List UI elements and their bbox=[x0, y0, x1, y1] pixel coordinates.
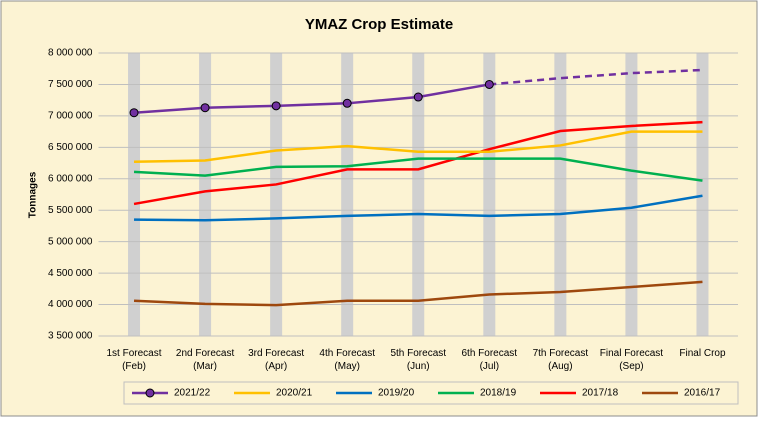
y-axis-label: Tonnages bbox=[28, 171, 39, 218]
legend-label: 2020/21 bbox=[276, 388, 313, 399]
category-column bbox=[483, 53, 496, 336]
series-line bbox=[134, 194, 703, 222]
category-column bbox=[128, 53, 141, 336]
series-line bbox=[133, 83, 490, 114]
y-tick-label: 7 000 000 bbox=[48, 111, 93, 122]
y-tick-label: 7 500 000 bbox=[48, 79, 93, 90]
legend-label: 2021/22 bbox=[174, 388, 211, 399]
category-column bbox=[270, 53, 283, 336]
x-tick-label: 4th Forecast (May) bbox=[319, 348, 375, 372]
category-column bbox=[696, 53, 709, 336]
legend-label: 2019/20 bbox=[378, 388, 415, 399]
legend-label: 2017/18 bbox=[582, 388, 619, 399]
y-tick-label: 4 500 000 bbox=[48, 268, 93, 279]
point bbox=[271, 101, 281, 111]
x-tick-label: 7th Forecast (Aug) bbox=[533, 348, 589, 372]
y-tick-label: 3 500 000 bbox=[48, 331, 93, 342]
series-line bbox=[133, 280, 703, 307]
point bbox=[342, 98, 352, 108]
series-line bbox=[133, 120, 703, 206]
point bbox=[200, 103, 210, 113]
point bbox=[484, 79, 494, 89]
x-tick-label: 2nd Forecast (Mar) bbox=[176, 348, 235, 372]
legend-box bbox=[123, 381, 739, 405]
y-tick-label: 6 500 000 bbox=[48, 142, 93, 153]
y-tick-label: 4 000 000 bbox=[48, 299, 93, 310]
legend-label: 2018/19 bbox=[480, 388, 517, 399]
y-tick-label: 6 000 000 bbox=[48, 173, 93, 184]
x-tick-label: 1st Forecast (Feb) bbox=[107, 348, 162, 372]
category-column bbox=[554, 53, 567, 336]
y-tick-label: 5 500 000 bbox=[48, 205, 93, 216]
x-tick-label: Final Forecast (Sep) bbox=[600, 348, 664, 372]
chart-title: YMAZ Crop Estimate bbox=[305, 16, 453, 33]
x-tick-label: 6th Forecast (Jul) bbox=[462, 348, 518, 372]
category-column bbox=[341, 53, 354, 336]
legend-label: 2016/17 bbox=[684, 388, 721, 399]
point bbox=[413, 92, 423, 102]
category-column bbox=[412, 53, 425, 336]
x-tick-label: 3rd Forecast (Apr) bbox=[248, 348, 304, 372]
y-tick-label: 8 000 000 bbox=[48, 48, 93, 59]
series-line bbox=[134, 130, 703, 164]
x-tick-label: 5th Forecast (Jun) bbox=[390, 348, 446, 372]
category-column bbox=[199, 53, 212, 336]
legend-marker bbox=[145, 388, 155, 398]
category-column bbox=[625, 53, 638, 336]
x-tick-label: Final Crop bbox=[679, 348, 726, 359]
series-line bbox=[133, 157, 703, 182]
point bbox=[129, 108, 139, 118]
y-tick-label: 5 000 000 bbox=[48, 236, 93, 247]
